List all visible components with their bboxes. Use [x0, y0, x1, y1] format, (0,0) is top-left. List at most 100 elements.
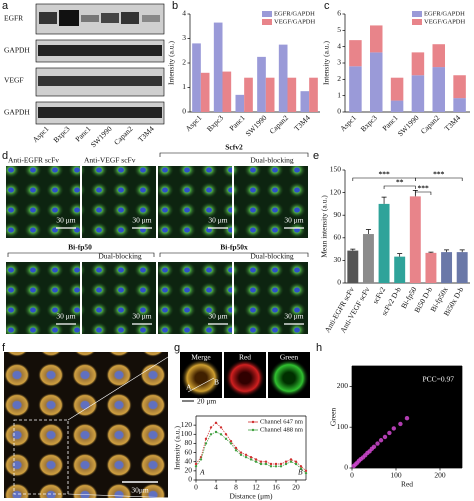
image-title: Anti-EGFR scFv — [8, 156, 59, 165]
image-title: Dual-blocking — [250, 156, 294, 165]
bar — [213, 22, 223, 113]
error-bar — [428, 251, 434, 253]
legend-swatch — [251, 420, 255, 424]
bar-segment — [349, 40, 362, 67]
bar-segment — [349, 66, 362, 112]
image-title: Bi-fp50x — [220, 243, 248, 252]
cell — [225, 359, 265, 397]
scale-bar-label: 30 μm — [284, 216, 303, 225]
point — [279, 465, 283, 468]
legend-swatch — [412, 19, 422, 25]
panel-letter: d — [2, 150, 8, 162]
legend-swatch — [251, 428, 255, 432]
point — [249, 455, 253, 459]
point — [259, 460, 263, 463]
image-title: Scfv2 — [225, 143, 243, 152]
point — [209, 433, 213, 436]
bar — [347, 250, 359, 283]
panel-letter: f — [2, 342, 6, 354]
x-tick-label: 100 — [390, 471, 402, 480]
scale-bar-label: 30 μm — [56, 312, 75, 321]
point — [229, 439, 233, 443]
panel-letter: c — [324, 0, 330, 12]
bar-segment — [453, 75, 466, 99]
point — [254, 458, 258, 461]
significance-label: ** — [396, 178, 404, 187]
y-tick-label: 120 — [330, 187, 342, 196]
image-title: Green — [280, 353, 299, 362]
micrograph — [82, 166, 156, 238]
y-tick-label: 120 — [181, 420, 193, 429]
bar — [425, 252, 437, 283]
y-tick-label: 150 — [330, 165, 342, 174]
profile-line — [187, 377, 215, 393]
bar-segment — [390, 77, 404, 101]
point — [219, 433, 223, 436]
point — [264, 460, 268, 463]
bar — [287, 77, 297, 112]
x-tick-label: 200 — [434, 471, 446, 480]
y-axis-label: Intensity (a.u.) — [173, 426, 182, 470]
point — [398, 421, 403, 427]
bar-segment — [432, 44, 445, 68]
bar-segment — [411, 52, 425, 76]
point — [294, 460, 298, 463]
blot-row-label: GAPDH — [4, 46, 30, 55]
point — [199, 458, 203, 461]
scale-bar-label: 30 μm — [56, 216, 75, 225]
significance-bracket — [415, 191, 432, 195]
point — [304, 469, 308, 473]
y-tick-label: 40 — [185, 456, 193, 465]
point — [249, 458, 253, 461]
legend-label: EGFR/GAPDH — [424, 10, 465, 17]
x-axis-label: Distance (μm) — [230, 492, 273, 501]
legend-swatch — [262, 19, 272, 25]
point — [234, 446, 238, 450]
bar — [394, 256, 406, 283]
significance-label: *** — [418, 184, 430, 193]
micrograph — [158, 262, 232, 334]
significance-label: *** — [378, 170, 390, 179]
panel-letter: g — [174, 342, 180, 354]
point — [214, 430, 218, 434]
bracket — [7, 252, 155, 257]
point — [289, 458, 293, 461]
bar — [441, 252, 453, 283]
scale-bar-label: 30 μm — [132, 216, 151, 225]
micrograph — [6, 166, 80, 238]
error-bar — [381, 196, 387, 204]
bar-segment — [370, 25, 383, 53]
y-tick-label: 20 — [185, 466, 193, 475]
error-bar — [397, 253, 403, 257]
y-tick-label: 1 — [182, 82, 186, 91]
significance-bracket — [383, 185, 416, 189]
scale-bar-label: 20 μm — [197, 397, 216, 406]
zoom-line — [67, 493, 177, 499]
y-tick-label: 60 — [185, 447, 193, 456]
bar-segment — [411, 75, 425, 112]
point — [214, 421, 218, 425]
legend-label: Channel 647 nm — [260, 418, 303, 425]
y-tick-label: 100 — [337, 422, 349, 431]
y-tick-label: 0 — [337, 278, 341, 287]
point — [299, 467, 303, 470]
y-tick-label: 0 — [188, 475, 192, 484]
bar — [378, 203, 390, 283]
micrograph — [6, 262, 80, 334]
cell — [269, 359, 309, 397]
legend-label: Channel 488 nm — [260, 426, 303, 433]
blot-row-label: VEGF — [4, 76, 24, 85]
y-tick-label: 0 — [344, 463, 348, 472]
line — [195, 422, 307, 472]
point — [284, 460, 288, 463]
significance-label: *** — [433, 170, 445, 179]
point — [204, 437, 208, 441]
error-bar — [444, 249, 450, 253]
micrograph — [234, 262, 308, 334]
y-tick-label: 2 — [337, 74, 341, 83]
cell — [181, 359, 221, 397]
point — [224, 433, 228, 436]
point — [234, 449, 238, 452]
x-tick-label: 4 — [214, 483, 218, 492]
point — [404, 416, 410, 421]
